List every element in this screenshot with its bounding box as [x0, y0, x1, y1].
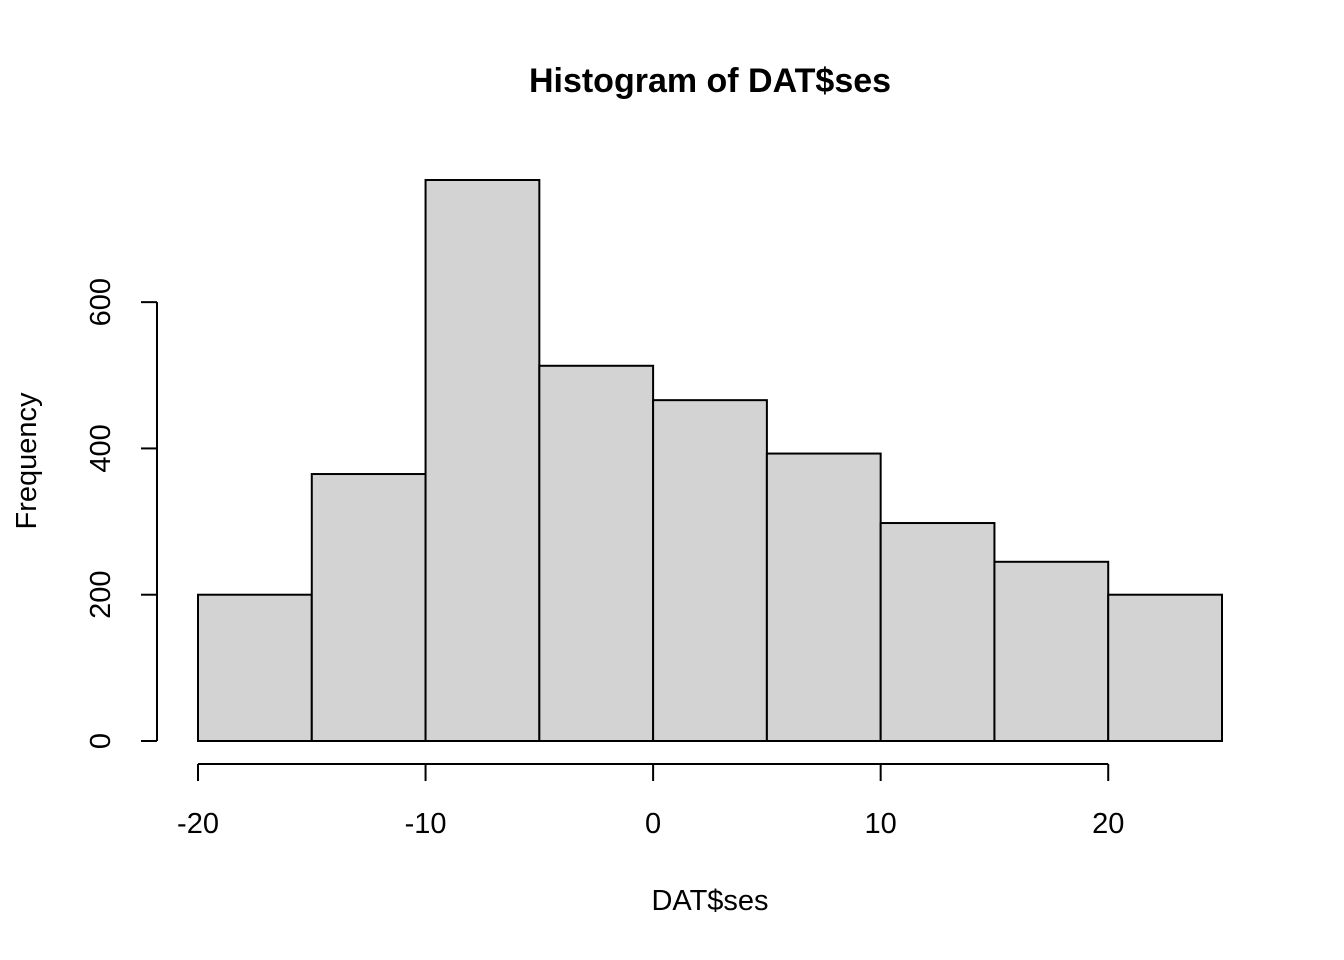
chart-title: Histogram of DAT$ses: [529, 62, 891, 100]
histogram-bar-3: [424, 179, 541, 742]
x-tick-label: -20: [177, 808, 219, 840]
y-tick-label: 0: [85, 733, 117, 749]
histogram-bar-7: [879, 522, 996, 742]
histogram-bar-9: [1107, 593, 1223, 742]
y-tick-label: 200: [85, 571, 117, 619]
histogram-bar-6: [765, 452, 882, 742]
histogram-bar-5: [652, 399, 768, 742]
histogram-bar-2: [310, 473, 427, 742]
x-tick-label: 20: [1092, 808, 1124, 840]
histogram-bar-8: [993, 560, 1110, 742]
y-axis: 0 200 400 600: [85, 278, 158, 749]
x-tick-label: 0: [645, 808, 661, 840]
x-tick-label: 10: [865, 808, 897, 840]
y-axis-label: Frequency: [11, 392, 43, 530]
x-tick-label: -10: [405, 808, 447, 840]
y-tick-label: 400: [85, 424, 117, 472]
histogram-bar-1: [197, 593, 313, 742]
y-tick-label: 600: [85, 278, 117, 326]
x-axis: -20 -10 0 10 20: [177, 763, 1124, 840]
x-axis-label: DAT$ses: [651, 885, 768, 917]
histogram-bar-4: [538, 364, 655, 742]
histogram-bars: [197, 179, 1223, 742]
